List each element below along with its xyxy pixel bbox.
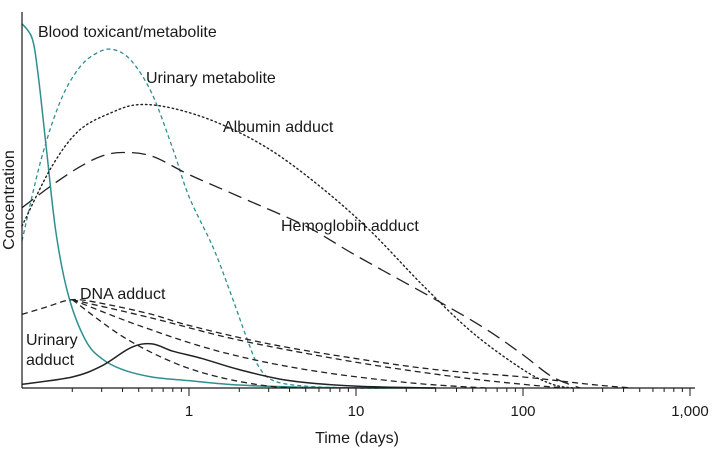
label-urinary-adduct-line2: adduct (26, 352, 75, 369)
y-axis-title: Concentration (1, 150, 18, 250)
series-line-dna-adduct (21, 298, 633, 389)
series-line-blood-toxicant-metabolite (21, 23, 436, 389)
x-tick-label-1: 1 (185, 403, 193, 420)
label-albumin-adduct: Albumin adduct (223, 119, 334, 136)
series-line-dna-adduct-2 (72, 299, 566, 389)
x-tick-label-10: 10 (348, 403, 365, 420)
series-line-albumin-adduct (21, 103, 574, 389)
label-hemoglobin-adduct: Hemoglobin adduct (281, 218, 419, 235)
axis-layer (21, 12, 695, 389)
series-line-dna-adduct-4 (71, 299, 306, 389)
x-axis-title: Time (days) (315, 430, 399, 447)
label-urinary-adduct-line1: Urinary (26, 332, 78, 349)
series-line-hemoglobin-adduct (21, 151, 581, 389)
series-line-urinary-adduct (21, 342, 436, 389)
x-tick-label-1000: 1,000 (671, 403, 709, 420)
label-urinary-metabolite: Urinary metabolite (146, 70, 276, 87)
x-tick-label-100: 100 (510, 403, 535, 420)
series-layer (21, 23, 633, 389)
x-ticks: 1 10 100 1,000 (71, 388, 709, 420)
series-line-dna-adduct-3 (72, 299, 486, 389)
label-blood-toxicant: Blood toxicant/metabolite (38, 24, 217, 41)
series-labels: Blood toxicant/metabolite Urinary metabo… (26, 24, 419, 369)
label-dna-adduct: DNA adduct (80, 286, 166, 303)
